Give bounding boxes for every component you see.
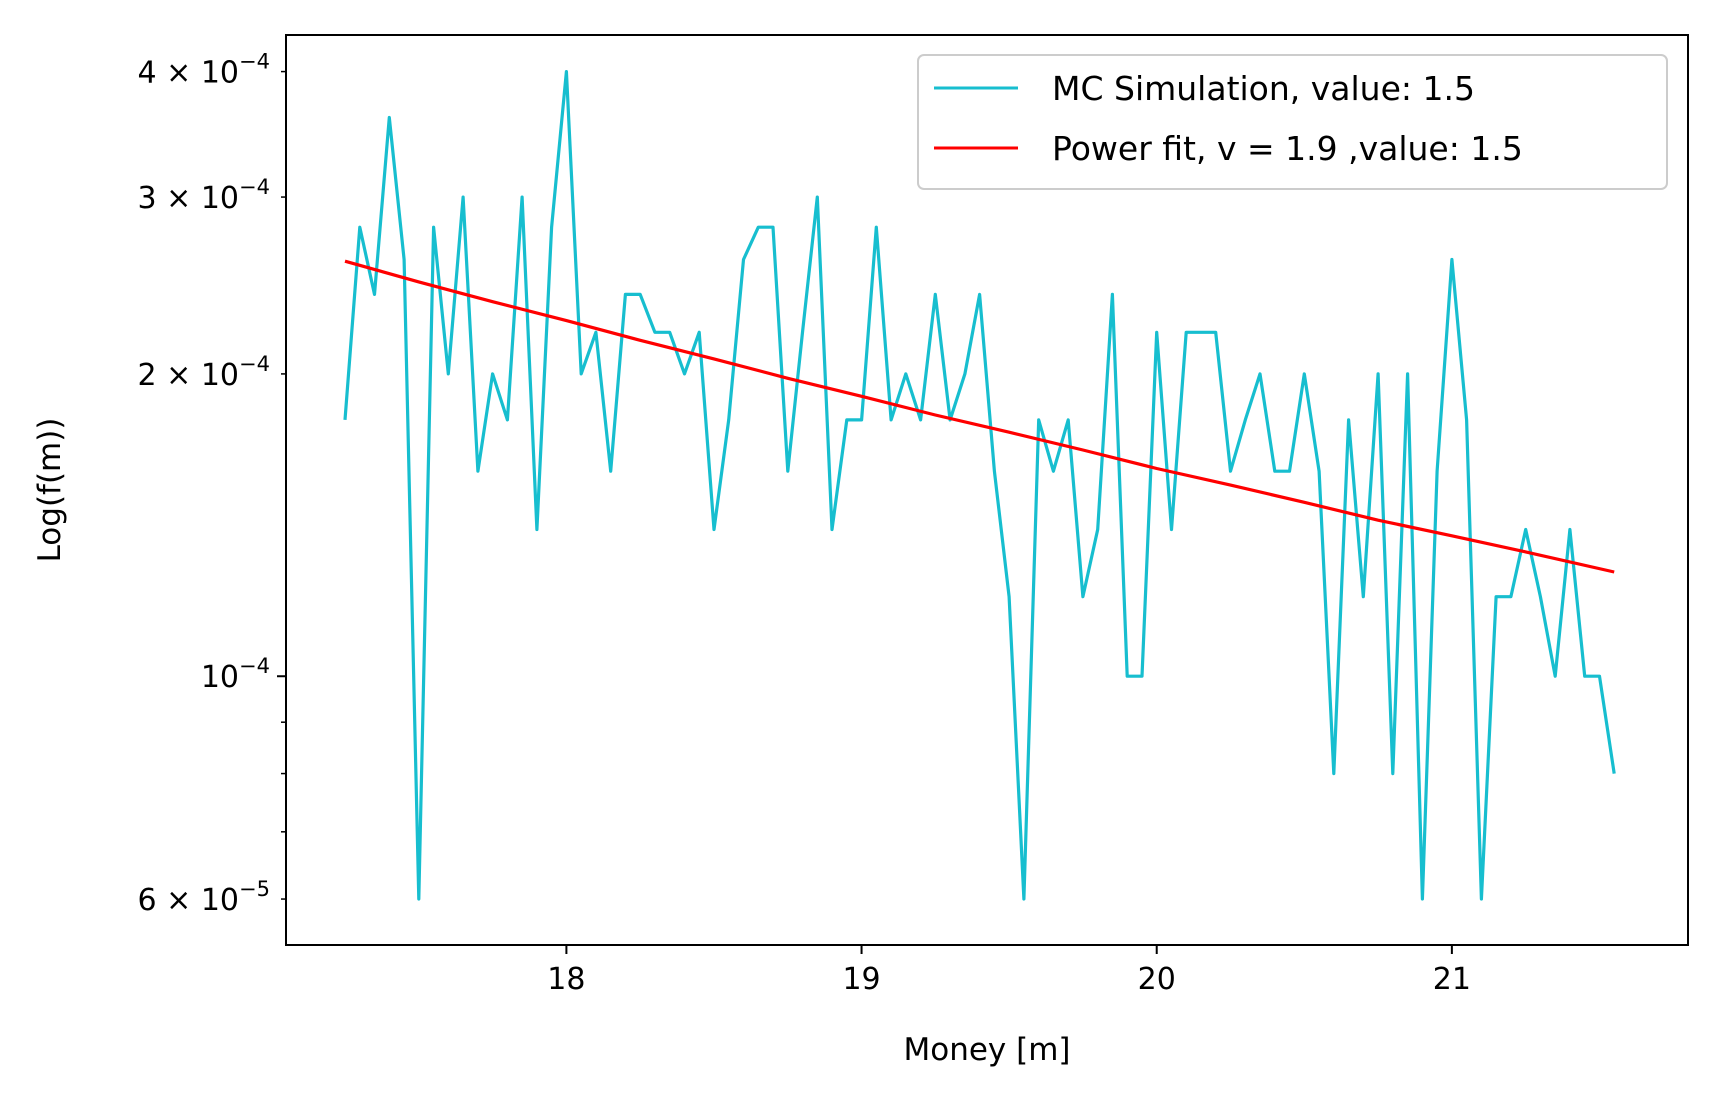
x-tick-label: 20 — [1138, 962, 1176, 997]
y-axis: 10−4 6 × 10−5 2 × 10−4 3 × 10−4 4 × 10−4 — [138, 50, 286, 918]
y-tick-label: 4 × 10−4 — [138, 50, 270, 91]
legend: MC Simulation, value: 1.5 Power fit, v =… — [917, 54, 1668, 190]
y-tick-label: 2 × 10−4 — [138, 352, 270, 393]
x-axis: 18 19 20 21 — [547, 945, 1471, 997]
series-line-0 — [343, 69, 1616, 901]
x-tick-label: 19 — [842, 962, 880, 997]
legend-label-power-fit: Power fit, v = 1.9 ,value: 1.5 — [1052, 129, 1523, 168]
series-line-1 — [344, 259, 1615, 574]
y-tick-label: 6 × 10−5 — [138, 877, 270, 918]
series-layer — [343, 69, 1616, 901]
x-axis-label: Money [m] — [903, 1032, 1070, 1068]
y-tick-label: 10−4 — [201, 654, 270, 695]
plot-frame — [285, 34, 1689, 946]
y-axis-label: Log(f(m)) — [32, 418, 68, 563]
x-tick-label: 18 — [547, 962, 585, 997]
y-tick-label: 3 × 10−4 — [138, 175, 270, 216]
legend-label-mc-simulation: MC Simulation, value: 1.5 — [1052, 69, 1475, 108]
legend-box — [917, 54, 1668, 190]
x-tick-label: 21 — [1433, 962, 1471, 997]
